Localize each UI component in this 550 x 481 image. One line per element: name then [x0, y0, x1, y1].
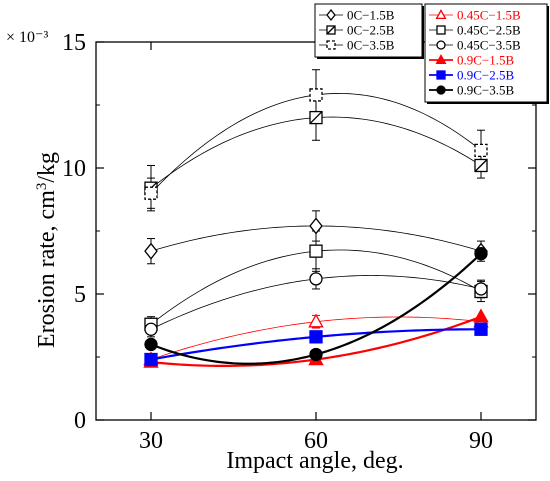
data-point-series-6 — [309, 272, 323, 286]
legend-label: 0C−2.5B — [347, 23, 395, 38]
y-tick-label: 5 — [74, 282, 86, 308]
x-tick-label: 30 — [139, 428, 163, 454]
legend-marker — [436, 25, 446, 35]
data-point-series-1 — [309, 217, 323, 235]
data-point-series-3 — [474, 143, 488, 158]
legend-marker — [436, 70, 446, 80]
data-point-series-7 — [473, 308, 489, 323]
y-axis-title-superscript: 3 — [34, 183, 50, 191]
y-axis-title: Erosion rate, cm3/kg — [34, 152, 60, 348]
y-axis-multiplier: × 10⁻³ — [6, 29, 48, 46]
data-point-series-8 — [474, 322, 488, 336]
data-point-series-1 — [144, 242, 158, 260]
legend-marker-slash — [326, 25, 336, 35]
legend-label: 0.45C−3.5B — [457, 38, 521, 53]
y-tick-label: 0 — [74, 408, 86, 434]
legend-label: 0C−1.5B — [347, 8, 395, 23]
legend-marker — [436, 85, 446, 95]
data-point-series-5 — [309, 244, 323, 258]
legend-label: 0.9C−1.5B — [457, 53, 515, 68]
data-point-series-2-slash — [474, 159, 488, 172]
legend-label: 0.9C−3.5B — [457, 83, 515, 98]
y-tick-label: 10 — [62, 156, 86, 182]
legend-marker — [326, 40, 336, 50]
x-axis-title: Impact angle, deg. — [226, 448, 403, 474]
legend-label: 0.9C−2.5B — [457, 68, 515, 83]
y-tick-label: 15 — [62, 30, 86, 56]
data-point-series-6 — [144, 322, 158, 336]
legend-label: 0.45C−2.5B — [457, 23, 521, 38]
x-tick-label: 90 — [469, 428, 493, 454]
data-point-series-3 — [144, 186, 158, 200]
legend-box-2 — [424, 3, 548, 103]
legend-label: 0.45C−1.5B — [457, 8, 521, 23]
data-point-series-9 — [144, 337, 158, 352]
y-axis-title-main: Erosion rate, cm — [34, 190, 60, 348]
data-point-series-8 — [309, 330, 323, 344]
legend-label: 0C−3.5B — [347, 38, 395, 53]
data-point-series-4 — [308, 313, 324, 328]
legend-marker — [326, 8, 336, 22]
data-point-series-8 — [144, 352, 158, 367]
x-tick-label: 60 — [304, 428, 328, 454]
data-point-series-9 — [474, 247, 488, 261]
data-point-series-9 — [309, 347, 323, 362]
data-point-series-2-slash — [309, 111, 323, 125]
y-axis-title-tail: /kg — [34, 152, 60, 183]
legend-marker — [435, 9, 447, 20]
data-point-series-3 — [309, 88, 323, 102]
data-point-series-6 — [474, 282, 488, 296]
legend-marker — [436, 40, 446, 50]
legend-marker — [435, 54, 447, 65]
